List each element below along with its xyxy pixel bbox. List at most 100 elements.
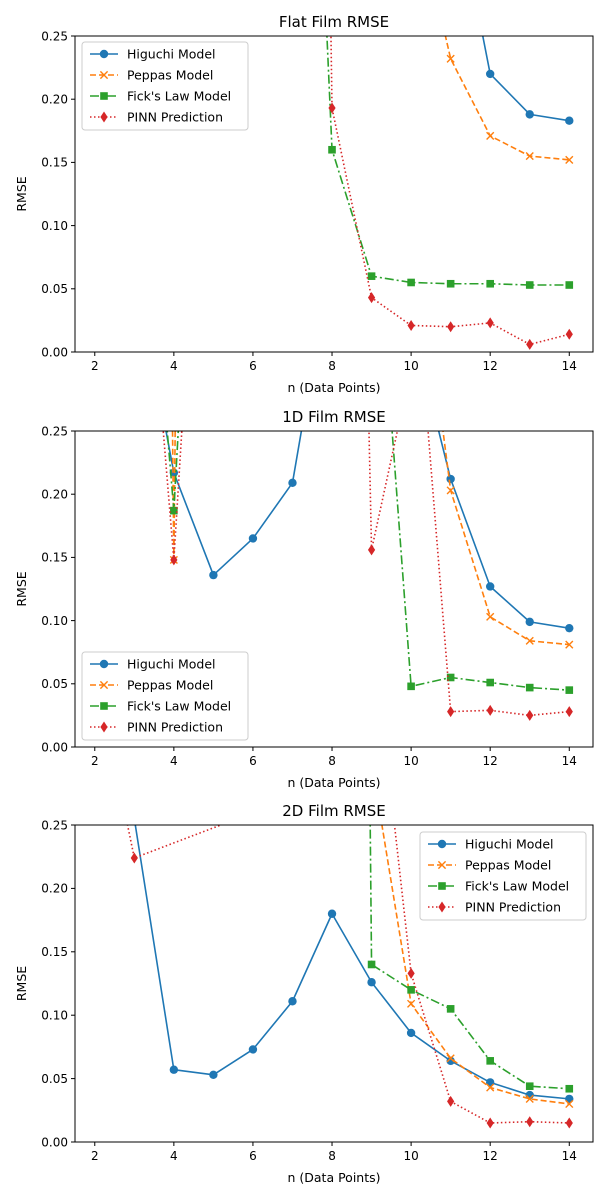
data-point xyxy=(565,281,574,289)
data-point xyxy=(248,1045,258,1054)
data-point xyxy=(447,321,455,333)
data-point xyxy=(407,986,415,994)
data-point xyxy=(446,1054,455,1063)
legend-label: PINN Prediction xyxy=(465,900,561,915)
data-point xyxy=(486,678,494,687)
data-point xyxy=(367,272,376,280)
data-point xyxy=(407,278,415,287)
y-tick-label: 0.15 xyxy=(41,945,68,959)
legend-label: Peppas Model xyxy=(465,858,551,873)
data-point xyxy=(327,909,337,918)
data-point xyxy=(328,102,336,114)
legend-label: Fick's Law Model xyxy=(127,89,231,104)
y-axis-label: RMSE xyxy=(14,966,29,1001)
x-tick-label: 4 xyxy=(170,754,178,768)
data-point xyxy=(367,292,376,304)
data-point xyxy=(565,706,573,718)
y-tick-label: 0.05 xyxy=(41,677,68,691)
legend: Higuchi Model Peppas Model Fick's Law Mode… xyxy=(81,651,249,741)
x-tick-label: 6 xyxy=(249,359,257,373)
legend-label: Peppas Model xyxy=(127,68,213,83)
axes-frame xyxy=(74,35,594,353)
data-point xyxy=(565,1099,574,1109)
x-tick-label: 2 xyxy=(91,359,99,373)
legend-box xyxy=(419,831,587,921)
y-tick-label: 0.10 xyxy=(41,614,68,628)
y-tick-label: 0.10 xyxy=(41,219,68,233)
y-tick-label: 0.25 xyxy=(41,29,68,43)
y-tick-label: 0.20 xyxy=(41,488,68,502)
legend-marker xyxy=(100,92,108,100)
legend-marker xyxy=(99,70,109,80)
data-point xyxy=(288,997,297,1006)
legend-label: PINN Prediction xyxy=(127,720,223,735)
y-tick-label: 0.00 xyxy=(41,740,68,754)
data-point xyxy=(288,478,297,488)
data-point xyxy=(446,474,455,484)
legend-label: Higuchi Model xyxy=(465,837,554,852)
data-point xyxy=(486,1083,495,1092)
data-point xyxy=(446,279,455,288)
x-tick-label: 10 xyxy=(403,754,418,768)
legend-label: Fick's Law Model xyxy=(127,699,231,714)
series-line-2 xyxy=(381,825,570,1105)
data-point xyxy=(565,328,573,340)
data-point xyxy=(446,1056,455,1066)
data-point xyxy=(565,1117,573,1129)
x-tick-label: 14 xyxy=(562,359,577,373)
data-point xyxy=(526,1116,534,1128)
series-line-2 xyxy=(444,36,570,161)
data-point xyxy=(328,145,336,154)
data-point xyxy=(446,54,455,63)
data-point xyxy=(169,1065,179,1074)
legend-label: Higuchi Model xyxy=(127,657,216,672)
y-tick-label: 0.00 xyxy=(41,345,68,359)
y-tick-label: 0.20 xyxy=(41,93,68,107)
x-tick-label: 2 xyxy=(91,1149,99,1163)
x-axis-label: n (Data Points) xyxy=(287,1170,380,1185)
x-tick-label: 12 xyxy=(483,754,498,768)
legend-label: PINN Prediction xyxy=(127,110,223,125)
x-tick-label: 6 xyxy=(249,1149,257,1163)
data-point xyxy=(486,1057,494,1065)
data-point xyxy=(565,1084,574,1093)
y-tick-label: 0.05 xyxy=(41,1072,68,1086)
legend-marker xyxy=(100,721,108,733)
x-tick-label: 12 xyxy=(483,359,498,373)
data-point xyxy=(565,116,574,125)
data-point xyxy=(486,704,494,716)
data-point xyxy=(367,960,376,969)
series-line-2 xyxy=(171,431,570,646)
x-tick-label: 4 xyxy=(170,1149,178,1163)
y-tick-label: 0.25 xyxy=(41,818,68,832)
series-line-1 xyxy=(481,36,570,122)
x-axis-label: n (Data Points) xyxy=(287,380,380,395)
series-line-1 xyxy=(165,431,570,629)
x-tick-label: 12 xyxy=(483,1149,498,1163)
x-axis-label: n (Data Points) xyxy=(287,775,380,790)
legend-marker xyxy=(99,680,109,690)
x-tick-label: 14 xyxy=(562,754,577,768)
chart-title: Flat Film RMSE xyxy=(279,13,389,31)
y-tick-label: 0.05 xyxy=(41,282,68,296)
data-point xyxy=(367,978,376,987)
y-tick-label: 0.15 xyxy=(41,551,68,565)
x-tick-label: 8 xyxy=(328,359,336,373)
data-point xyxy=(525,636,534,645)
data-point xyxy=(565,623,574,633)
data-point xyxy=(526,338,534,350)
legend-box xyxy=(81,41,249,131)
data-point xyxy=(486,612,495,621)
data-point xyxy=(407,319,415,331)
legend: Higuchi Model Peppas Model Fick's Law Mode… xyxy=(81,41,249,131)
series-line-3 xyxy=(369,825,570,1090)
y-axis-label: RMSE xyxy=(14,176,29,211)
series-group xyxy=(326,36,574,350)
data-point xyxy=(407,967,415,979)
data-point xyxy=(525,1082,534,1091)
data-point xyxy=(407,999,416,1008)
series-group xyxy=(126,825,574,1129)
x-tick-label: 10 xyxy=(403,1149,418,1163)
y-axis-label: RMSE xyxy=(14,571,29,606)
data-point xyxy=(446,486,455,495)
